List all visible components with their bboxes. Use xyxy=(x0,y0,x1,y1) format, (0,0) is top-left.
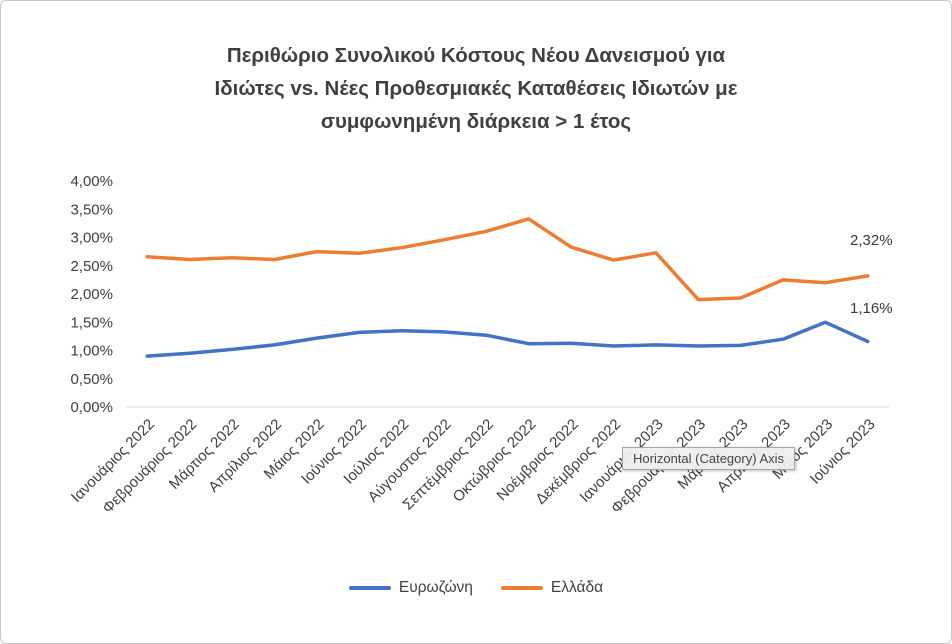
series-line-eurozone[interactable] xyxy=(145,320,870,358)
series-line-greece[interactable] xyxy=(145,217,870,302)
chart-legend: Ευρωζώνη Ελλάδα xyxy=(1,579,951,597)
y-tick-label: 0,00% xyxy=(70,399,113,416)
chart-title[interactable]: Περιθώριο Συνολικού Κόστους Νέου Δανεισμ… xyxy=(1,39,951,138)
chart-title-line-2: Ιδιώτες vs. Νέες Προθεσμιακές Καταθέσεις… xyxy=(214,77,738,100)
legend-label-greece: Ελλάδα xyxy=(550,579,604,596)
y-tick-label: 3,00% xyxy=(70,230,113,247)
legend-swatch-eurozone xyxy=(348,586,391,590)
chart-title-line-3: συμφωνημένη διάρκεια > 1 έτος xyxy=(320,110,632,133)
legend-item-greece[interactable]: Ελλάδα xyxy=(500,579,604,597)
x-category-label[interactable]: Απρίλιος 2022 xyxy=(205,416,285,496)
y-tick-label: 1,00% xyxy=(70,343,113,360)
legend-item-eurozone[interactable]: Ευρωζώνη xyxy=(348,579,473,597)
data-label-greece: 2,32% xyxy=(850,232,893,249)
legend-label-eurozone: Ευρωζώνη xyxy=(398,579,473,596)
y-tick-label: 4,00% xyxy=(70,173,113,190)
legend-swatch-greece xyxy=(500,586,543,590)
y-tick-label: 0,50% xyxy=(70,371,113,388)
axis-tooltip: Horizontal (Category) Axis xyxy=(622,447,795,470)
y-tick-label: 2,00% xyxy=(70,286,113,303)
y-tick-label: 3,50% xyxy=(70,201,113,218)
y-tick-label: 2,50% xyxy=(70,258,113,275)
chart-title-line-1: Περιθώριο Συνολικού Κόστους Νέου Δανεισμ… xyxy=(226,44,726,67)
y-tick-label: 1,50% xyxy=(70,314,113,331)
data-label-eurozone: 1,16% xyxy=(850,300,893,317)
